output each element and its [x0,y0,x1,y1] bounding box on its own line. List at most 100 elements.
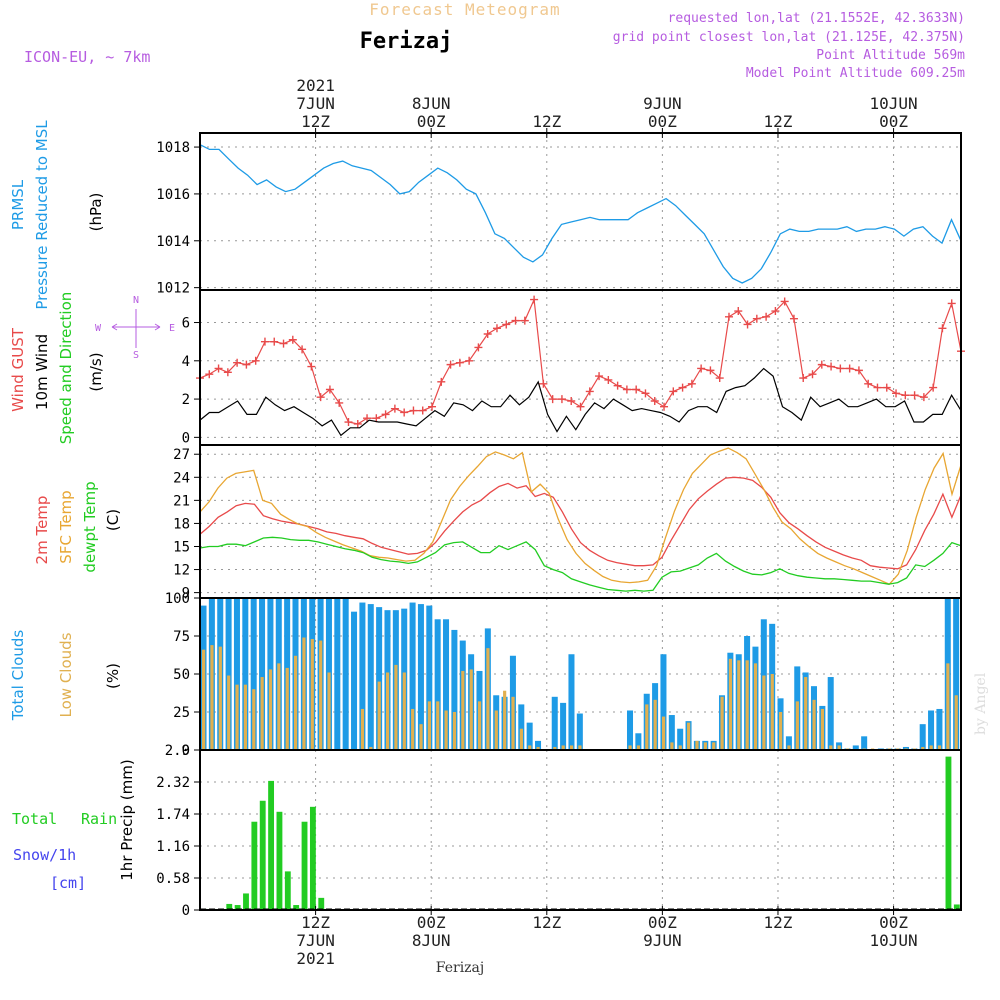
ytick-label: 1018 [156,140,190,156]
low-cloud-bar [804,677,808,750]
low-cloud-bar [452,712,457,750]
gust-point [557,395,566,404]
gust-point [316,393,325,402]
total-cloud-bar [668,715,675,750]
ytick-label: 21 [173,493,190,509]
low-cloud-bar [921,746,925,750]
total-cloud-bar [785,736,792,750]
total-cloud-bar [518,704,525,750]
pressure-unit: (hPa) [87,193,105,232]
gust-label: Wind GUST [9,327,27,412]
chart-subtitle: Forecast Meteogram [369,0,560,19]
gust-point [530,295,539,304]
pressure-label: PRMSL [9,179,27,230]
gust-point [214,364,223,373]
xtick-label-bottom: 9JUN [643,931,682,950]
total-cloud-bar [551,696,558,750]
total-cloud-bar [451,629,458,750]
rain-bar [259,800,266,910]
low-cloud-bar [369,746,373,750]
gust-point [780,297,789,306]
xtick-label-top: 00Z [879,112,908,131]
total-cloud-bar [259,598,266,750]
total-cloud-bar [342,598,349,750]
total-cloud-bar [242,598,249,750]
gust-point [585,387,594,396]
total-cloud-bar [250,598,257,750]
total-cloud-bar [434,619,441,750]
gust-point [715,374,724,383]
t2m-label: 2m Temp [33,496,51,565]
low-cloud-bar [569,745,574,750]
gust-point [836,364,845,373]
compass-w: W [95,323,102,334]
rain-bar [301,821,308,910]
low-cloud-bar [703,742,707,750]
gust-point [428,402,437,411]
rain-bar [234,905,241,910]
rain-bar [309,806,316,910]
gust-point [660,402,669,411]
ytick-label: 1.16 [156,839,190,855]
xtick-label-top: 7JUN [296,94,335,113]
total-cloud-bar [928,710,935,750]
xtick-label-bottom: 12Z [764,913,793,932]
gust-point [873,383,882,392]
total-cloud-bar [334,598,341,750]
xtick-label-top: 2021 [296,76,335,95]
gust-point [270,337,279,346]
low-cloud-bar [937,745,942,750]
xtick-label-bottom: 00Z [879,913,908,932]
low-cloud-bar [268,669,273,750]
gust-point [938,324,947,333]
xtick-label-bottom: 00Z [417,913,446,932]
snow-label: Snow/1h [13,846,76,864]
low-cloud-bar [661,716,666,750]
total-cloud-bar [409,602,416,750]
compass-s: S [133,350,139,361]
gust-point [437,377,446,386]
pressure-label: Pressure Reduced to MSL [33,120,51,310]
clouds-unit: (%) [104,663,122,689]
gust-point [799,374,808,383]
gust-point [845,364,854,373]
total-cloud-bar [535,740,542,750]
low-cloud-bar [636,745,641,750]
low-cloud-bar [327,672,331,750]
ytick-label: 2 [182,392,190,408]
gust-point [455,358,464,367]
low-cloud-bar [687,722,691,750]
rain-label: Rain [81,810,117,828]
low-cloud-bar [728,658,733,750]
ytick-label: 27 [173,447,190,463]
gust-point [910,391,919,400]
ytick-label: 0 [182,743,190,759]
low-cloud-bar [419,724,423,750]
low-cloud-bar [628,745,632,750]
temp-unit: (C) [104,509,122,531]
rain-bar [284,871,291,910]
rain-bar [318,897,325,910]
low-cloud-bar [243,684,247,750]
low-cloud-bar [218,646,222,750]
ytick-label: 1016 [156,187,190,203]
gust-point [947,299,956,308]
xtick-label-top: 9JUN [643,94,682,113]
ytick-label: 0 [182,430,190,446]
gust-point [548,395,557,404]
rain-bar [293,905,300,910]
ytick-label: 75 [173,629,190,645]
low-cloud-bar [252,689,256,750]
rain-bar [276,811,283,910]
total-cloud-bar [351,611,358,750]
compass-e: E [169,323,175,334]
gust-point [233,358,242,367]
low-cloud-bar [494,710,498,750]
frame-layer [194,128,962,915]
gust-point [335,398,344,407]
low-cloud-bar [394,664,398,750]
gust-point [762,312,771,321]
requested-coords: requested lon,lat (21.1552E, 42.3633N) [668,11,965,26]
ytick-label: 50 [173,667,190,683]
gust-point [595,372,604,381]
